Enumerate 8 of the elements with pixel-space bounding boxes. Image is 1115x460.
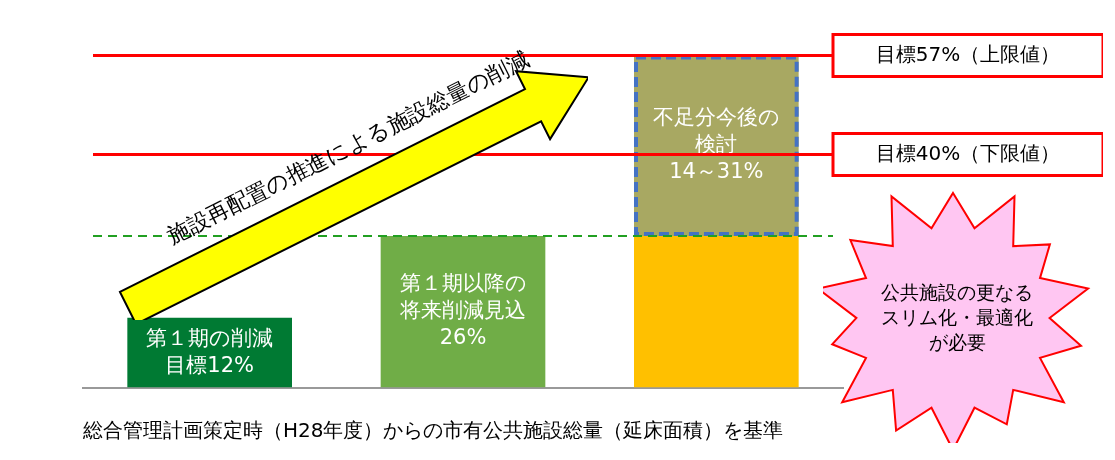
ref-line-label: 目標40%（下限値） (875, 140, 1061, 165)
x-axis-title: 総合管理計画策定時（H28年度）からの市有公共施設総量（延床面積）を基準 (82, 418, 784, 443)
data-label: 第１期以降の将来削減見込26% (399, 271, 527, 350)
data-label: 第１期の削減目標12% (146, 325, 274, 377)
annotation: 施設再配置の推進による施設総量の削減 (162, 45, 535, 251)
text: 公共施設の更なるスリム化・最適化が必要 (880, 280, 1034, 355)
data-label: 不足分今後の検討14～31% (652, 105, 780, 184)
ref-line-label: 目標57%（上限値） (875, 41, 1061, 66)
